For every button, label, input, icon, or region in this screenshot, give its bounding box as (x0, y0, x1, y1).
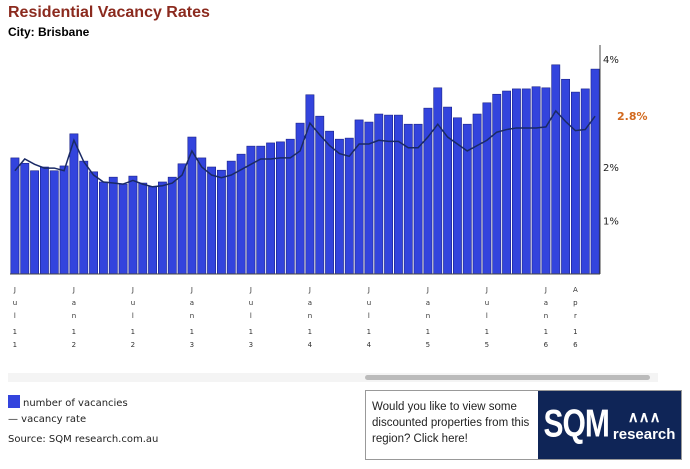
legend-bars-label: number of vacancies (23, 398, 128, 409)
ad-text[interactable]: Would you like to view some discounted p… (366, 391, 538, 459)
legend-bars: number of vacancies (8, 395, 128, 409)
bar (217, 169, 226, 275)
bar (482, 102, 492, 275)
bar (433, 87, 443, 275)
x-tick-month-label: Apr (571, 286, 580, 325)
bar (472, 113, 482, 275)
bar (256, 145, 266, 275)
latest-rate-annotation: 2.8% (617, 110, 648, 123)
bar (226, 160, 236, 275)
bar (325, 130, 335, 275)
bar (315, 115, 325, 275)
bar (374, 113, 384, 275)
y-tick-label: 1% (603, 217, 619, 228)
bar (138, 182, 148, 275)
city-label: City: Brisbane (8, 25, 90, 39)
bar (511, 88, 521, 275)
bar (590, 68, 600, 275)
roof-icon: ∧∧∧ (627, 408, 661, 426)
bar (148, 186, 157, 275)
sqm-logo[interactable]: SQM ∧∧∧ research (538, 391, 681, 459)
y-tick-label: 2% (603, 163, 619, 174)
discount-properties-ad[interactable]: Would you like to view some discounted p… (365, 390, 682, 460)
x-tick-year-label: 14 (364, 328, 373, 354)
bar (521, 88, 531, 275)
x-tick-month-label: Jul (482, 286, 491, 325)
x-tick-month-label: Jan (305, 286, 314, 325)
x-tick-year-label: 13 (246, 328, 255, 354)
x-tick-year-label: 15 (482, 328, 491, 354)
bar (502, 90, 512, 275)
bar (207, 166, 216, 275)
legend-line: — vacancy rate (8, 414, 87, 425)
logo-sub: research (612, 425, 676, 443)
vacancy-rate-line (14, 109, 596, 188)
bar (561, 78, 571, 275)
bar (295, 122, 305, 275)
bar (570, 91, 580, 275)
bar (492, 93, 502, 275)
bar (158, 181, 167, 275)
x-tick-month-label: Jul (128, 286, 137, 325)
bar (10, 157, 20, 275)
scrollbar-thumb[interactable] (365, 375, 650, 380)
bar (39, 166, 49, 275)
bar (551, 64, 561, 275)
x-tick-year-label: 12 (128, 328, 137, 354)
x-tick-month-label: Jul (10, 286, 19, 325)
bar (79, 160, 89, 275)
x-tick-year-label: 16 (541, 328, 550, 354)
bar (69, 133, 79, 275)
bar (354, 119, 364, 275)
bar (384, 114, 394, 275)
bar (128, 175, 138, 275)
x-tick-year-label: 16 (571, 328, 580, 354)
logo-main: SQM (543, 402, 610, 446)
bar (59, 165, 69, 275)
x-tick-month-label: Jan (541, 286, 550, 325)
bar (344, 137, 354, 275)
bar (30, 170, 40, 275)
bar (541, 87, 551, 275)
vacancy-chart: 4% 2% 1% 2.8% (10, 45, 648, 275)
bar (305, 94, 315, 275)
bar (531, 86, 541, 275)
source-text: Source: SQM research.com.au (8, 434, 159, 445)
bar (393, 114, 403, 275)
bar (266, 142, 276, 275)
x-tick-year-label: 12 (69, 328, 78, 354)
bar (108, 176, 118, 275)
x-tick-year-label: 14 (305, 328, 314, 354)
scrollbar-track[interactable] (8, 373, 658, 382)
bar (285, 138, 295, 275)
bar (167, 176, 177, 275)
bar-swatch (8, 395, 20, 408)
bar (177, 163, 187, 275)
bar (334, 138, 344, 275)
x-tick-month-label: Jul (364, 286, 373, 325)
bar (580, 88, 590, 275)
x-tick-month-label: Jul (246, 286, 255, 325)
x-tick-year-label: 11 (10, 328, 19, 354)
chart-title: Residential Vacancy Rates (8, 4, 210, 21)
x-tick-month-label: Jan (187, 286, 196, 325)
x-tick-month-label: Jan (69, 286, 78, 325)
bar (275, 141, 285, 275)
bar (197, 157, 207, 275)
bar (462, 123, 472, 275)
bar (236, 153, 246, 275)
x-tick-year-label: 15 (423, 328, 432, 354)
bar (49, 170, 59, 275)
bar (20, 162, 30, 275)
x-tick-month-label: Jan (423, 286, 432, 325)
bar (99, 181, 108, 275)
bar (118, 183, 128, 275)
y-tick-label: 4% (603, 55, 619, 66)
bar (89, 171, 99, 275)
x-tick-year-label: 13 (187, 328, 196, 354)
logo-sub-block: ∧∧∧ research (613, 408, 676, 443)
bar (364, 121, 374, 275)
